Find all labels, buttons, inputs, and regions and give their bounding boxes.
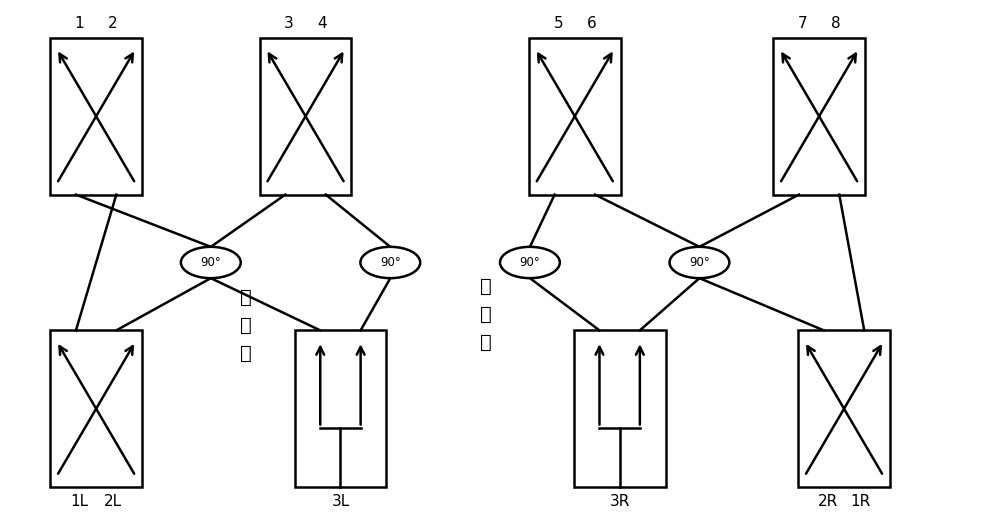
Text: 1L: 1L [71, 494, 89, 509]
Bar [773, 38, 865, 195]
Bar [260, 38, 351, 195]
Text: 3L: 3L [331, 494, 350, 509]
Bar [295, 330, 386, 487]
Text: 2R: 2R [817, 494, 838, 509]
Text: 90°: 90° [380, 256, 401, 269]
Bar [574, 330, 666, 487]
Bar [50, 38, 142, 195]
Text: 1R: 1R [850, 494, 871, 509]
Text: 2L: 2L [104, 494, 122, 509]
Text: 3R: 3R [609, 494, 630, 509]
Text: 1: 1 [75, 16, 84, 31]
Circle shape [360, 247, 420, 278]
Text: 6: 6 [586, 16, 596, 31]
Circle shape [500, 247, 560, 278]
Text: 90°: 90° [200, 256, 221, 269]
Circle shape [670, 247, 729, 278]
Text: 8: 8 [831, 16, 840, 31]
Bar [529, 38, 621, 195]
Circle shape [181, 247, 241, 278]
Text: 耦
合
器: 耦 合 器 [240, 288, 252, 363]
Bar [798, 330, 890, 487]
Text: 5: 5 [553, 16, 563, 31]
Bar [50, 330, 142, 487]
Text: 3: 3 [284, 16, 294, 31]
Text: 2: 2 [108, 16, 117, 31]
Text: 90°: 90° [689, 256, 710, 269]
Text: 4: 4 [317, 16, 327, 31]
Text: 功
分
器: 功 分 器 [480, 277, 492, 352]
Text: 90°: 90° [520, 256, 540, 269]
Text: 7: 7 [798, 16, 807, 31]
